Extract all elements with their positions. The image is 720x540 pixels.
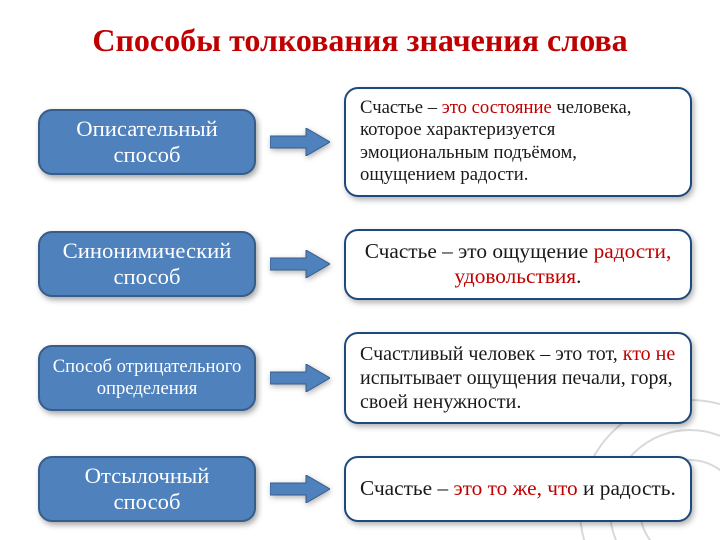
row-2: Синонимический способ Счастье – это ощущ… [38,229,692,300]
rows-container: Описательный способ Счастье – это состоя… [0,87,720,522]
method-pill-3: Способ отрицательного определения [38,345,256,411]
arrow-icon [270,250,330,278]
row-3: Способ отрицательного определения Счастл… [38,332,692,424]
row-1: Описательный способ Счастье – это состоя… [38,87,692,197]
definition-text-2: Счастье – это ощущение радости, удовольс… [360,239,676,290]
definition-box-2: Счастье – это ощущение радости, удовольс… [344,229,692,300]
arrow-icon [270,475,330,503]
arrow-icon [270,364,330,392]
definition-text-1: Счастье – это состояние человека, которо… [360,97,676,187]
definition-box-1: Счастье – это состояние человека, которо… [344,87,692,197]
definition-text-4: Счастье – это то же, что и радость. [360,476,676,502]
method-pill-1: Описательный способ [38,109,256,175]
definition-box-3: Счастливый человек – это тот, кто не исп… [344,332,692,424]
method-pill-4: Отсылочный способ [38,456,256,522]
page-title: Способы толкования значения слова [0,0,720,59]
arrow-icon [270,128,330,156]
definition-box-4: Счастье – это то же, что и радость. [344,456,692,522]
row-4: Отсылочный способ Счастье – это то же, ч… [38,456,692,522]
definition-text-3: Счастливый человек – это тот, кто не исп… [360,342,676,414]
method-pill-2: Синонимический способ [38,231,256,297]
